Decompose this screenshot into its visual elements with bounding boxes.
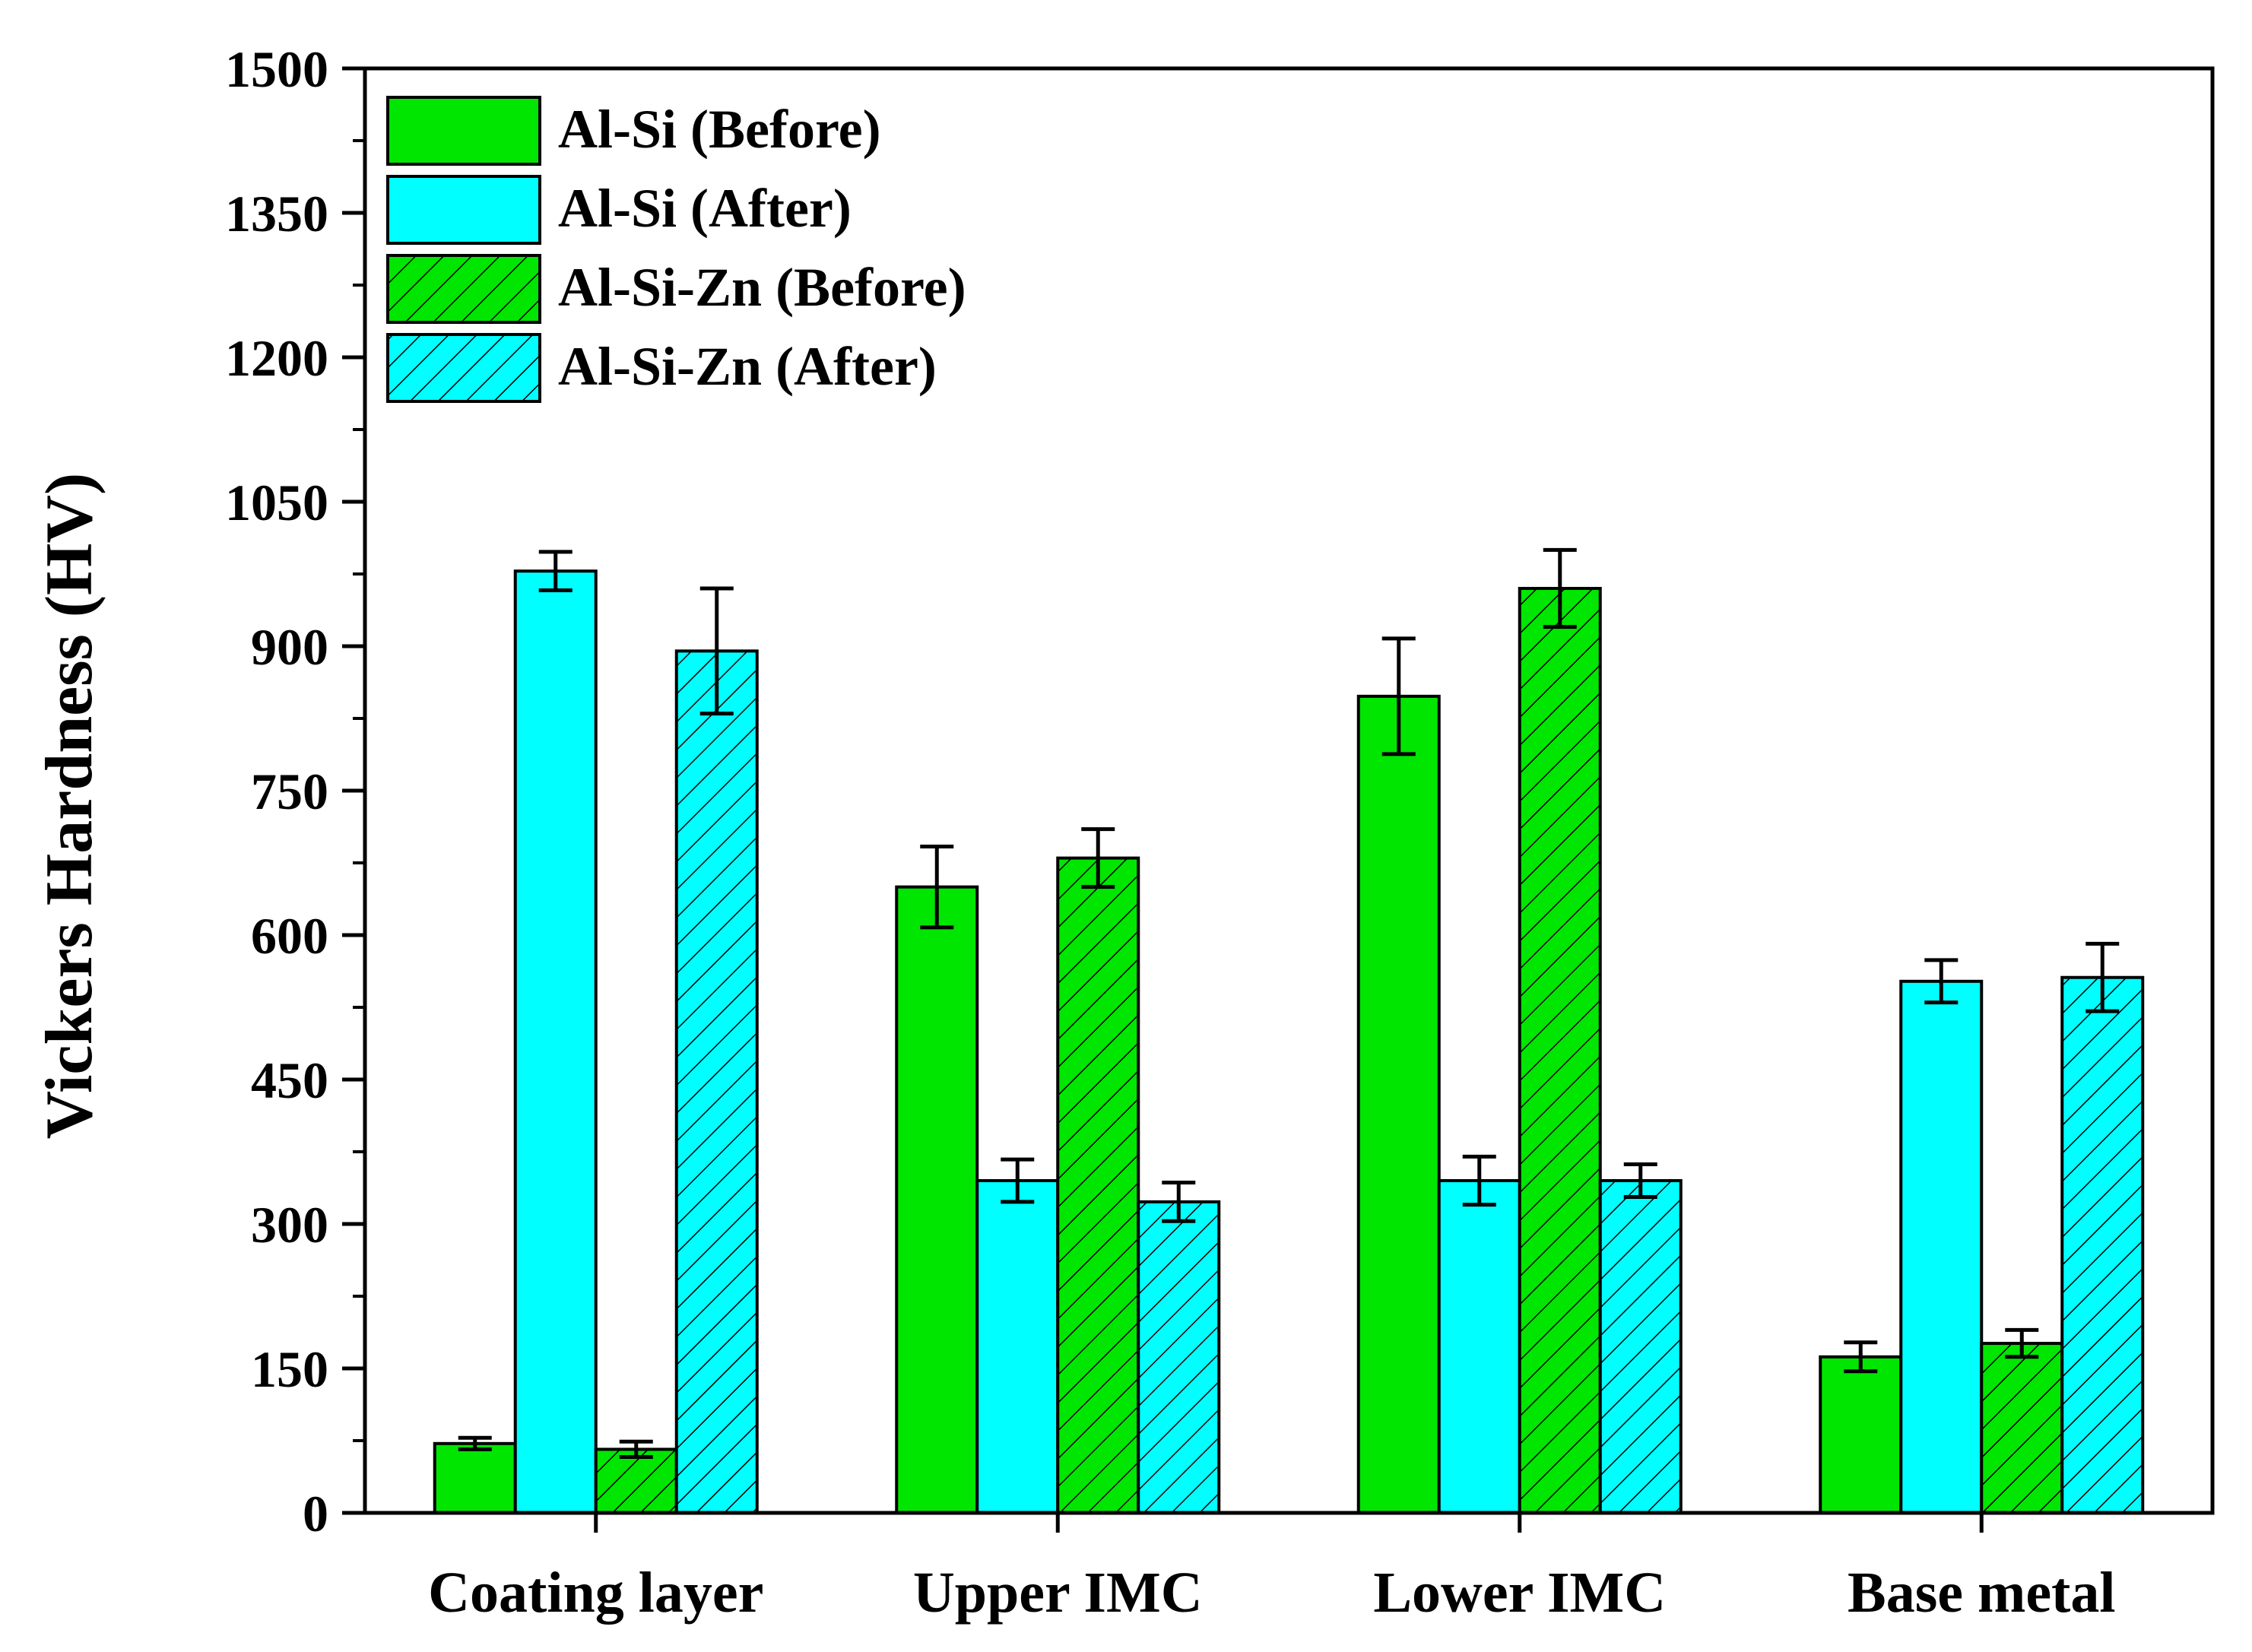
bar-3-2 <box>1980 1342 2064 1514</box>
x-tick-label-1: Upper IMC <box>913 1561 1203 1625</box>
y-tick-label-1: 150 <box>251 1340 328 1398</box>
bar-1-1 <box>975 1179 1060 1514</box>
legend-swatch-0 <box>386 96 541 166</box>
y-tick-label-5: 750 <box>251 763 328 820</box>
y-tick-label-6: 900 <box>251 618 328 676</box>
bar-0-3 <box>674 649 759 1514</box>
bars-layer <box>433 547 2145 1515</box>
bar-3-1 <box>1899 979 1984 1515</box>
bar-0-1 <box>513 569 598 1515</box>
bar-3-0 <box>1819 1355 1903 1515</box>
y-tick-label-10: 1500 <box>225 40 328 98</box>
x-tick-label-0: Coating layer <box>428 1561 763 1625</box>
bar-0-0 <box>433 1441 517 1515</box>
bar-1-3 <box>1137 1200 1221 1515</box>
axes-layer: Coating layer Upper IMC Lower IMC Base meta… <box>225 40 2215 1625</box>
bar-2-2 <box>1518 587 1602 1514</box>
bar-2-0 <box>1356 694 1441 1514</box>
x-tick-label-3: Base metal <box>1848 1561 2115 1625</box>
bar-1-2 <box>1056 856 1140 1514</box>
legend-swatch-2 <box>386 254 541 324</box>
legend-label-3: Al-Si-Zn (After) <box>558 336 937 397</box>
bar-2-3 <box>1598 1179 1683 1514</box>
bar-3-3 <box>2060 975 2145 1514</box>
legend-label-1: Al-Si (After) <box>558 178 852 239</box>
legend-swatch-3 <box>386 333 541 403</box>
y-axis-title: Vickers Hardness (HV) <box>33 473 106 1140</box>
y-tick-label-4: 600 <box>251 907 328 965</box>
legend-label-2: Al-Si-Zn (Before) <box>558 257 966 318</box>
y-tick-label-7: 1050 <box>225 474 328 531</box>
bar-2-1 <box>1437 1179 1521 1514</box>
x-tick-label-2: Lower IMC <box>1373 1561 1666 1625</box>
legend-label-0: Al-Si (Before) <box>558 99 881 160</box>
y-tick-label-0: 0 <box>303 1485 328 1543</box>
legend-swatch-1 <box>386 175 541 245</box>
bar-1-0 <box>895 885 979 1514</box>
legend: Al-Si (Before) Al-Si (After) Al-Si-Zn (Bef… <box>386 96 966 403</box>
y-tick-label-9: 1350 <box>225 185 328 243</box>
y-tick-label-3: 450 <box>251 1051 328 1109</box>
y-tick-label-8: 1200 <box>225 329 328 387</box>
y-tick-label-2: 300 <box>251 1196 328 1254</box>
